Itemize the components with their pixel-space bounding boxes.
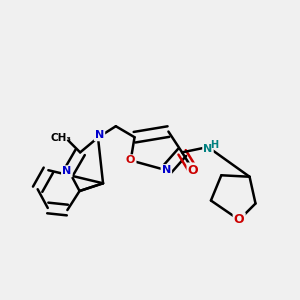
Text: N: N <box>95 130 104 140</box>
Text: N: N <box>162 165 171 175</box>
Text: O: O <box>188 164 198 177</box>
Text: N: N <box>62 167 71 176</box>
Text: O: O <box>234 213 244 226</box>
Text: N: N <box>203 143 213 154</box>
Text: O: O <box>126 155 135 165</box>
Text: H: H <box>210 140 219 150</box>
Text: CH₃: CH₃ <box>50 133 71 142</box>
